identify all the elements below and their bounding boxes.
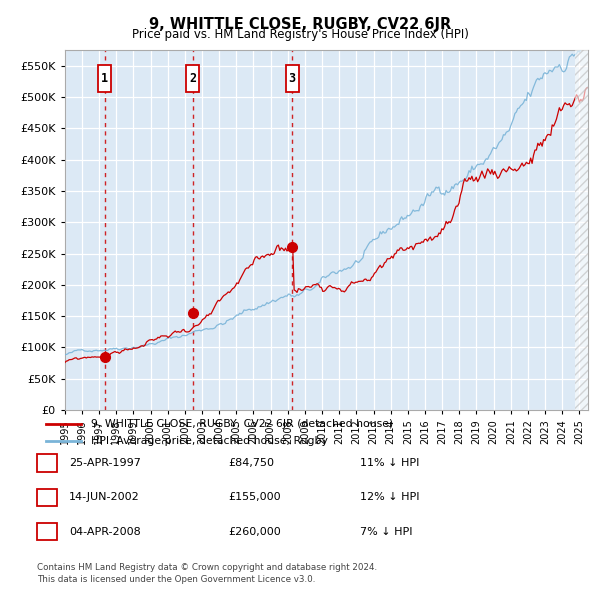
FancyBboxPatch shape bbox=[98, 64, 111, 92]
Text: 2: 2 bbox=[44, 491, 50, 504]
Text: 9, WHITTLE CLOSE, RUGBY, CV22 6JR (detached house): 9, WHITTLE CLOSE, RUGBY, CV22 6JR (detac… bbox=[91, 419, 394, 430]
Text: £84,750: £84,750 bbox=[228, 458, 274, 468]
Text: This data is licensed under the Open Government Licence v3.0.: This data is licensed under the Open Gov… bbox=[37, 575, 316, 584]
Text: 11% ↓ HPI: 11% ↓ HPI bbox=[360, 458, 419, 468]
FancyBboxPatch shape bbox=[186, 64, 199, 92]
FancyBboxPatch shape bbox=[286, 64, 299, 92]
Text: 12% ↓ HPI: 12% ↓ HPI bbox=[360, 493, 419, 502]
Text: Price paid vs. HM Land Registry's House Price Index (HPI): Price paid vs. HM Land Registry's House … bbox=[131, 28, 469, 41]
Text: £155,000: £155,000 bbox=[228, 493, 281, 502]
Text: 25-APR-1997: 25-APR-1997 bbox=[69, 458, 141, 468]
Text: 14-JUN-2002: 14-JUN-2002 bbox=[69, 493, 140, 502]
Text: 1: 1 bbox=[101, 72, 108, 85]
Text: 3: 3 bbox=[289, 72, 296, 85]
Text: HPI: Average price, detached house, Rugby: HPI: Average price, detached house, Rugb… bbox=[91, 437, 328, 447]
Text: Contains HM Land Registry data © Crown copyright and database right 2024.: Contains HM Land Registry data © Crown c… bbox=[37, 563, 377, 572]
Text: 2: 2 bbox=[189, 72, 196, 85]
Text: 3: 3 bbox=[44, 525, 50, 538]
Text: 1: 1 bbox=[44, 457, 50, 470]
Text: 9, WHITTLE CLOSE, RUGBY, CV22 6JR: 9, WHITTLE CLOSE, RUGBY, CV22 6JR bbox=[149, 17, 451, 31]
Text: 7% ↓ HPI: 7% ↓ HPI bbox=[360, 527, 413, 536]
Text: 04-APR-2008: 04-APR-2008 bbox=[69, 527, 141, 536]
Text: £260,000: £260,000 bbox=[228, 527, 281, 536]
